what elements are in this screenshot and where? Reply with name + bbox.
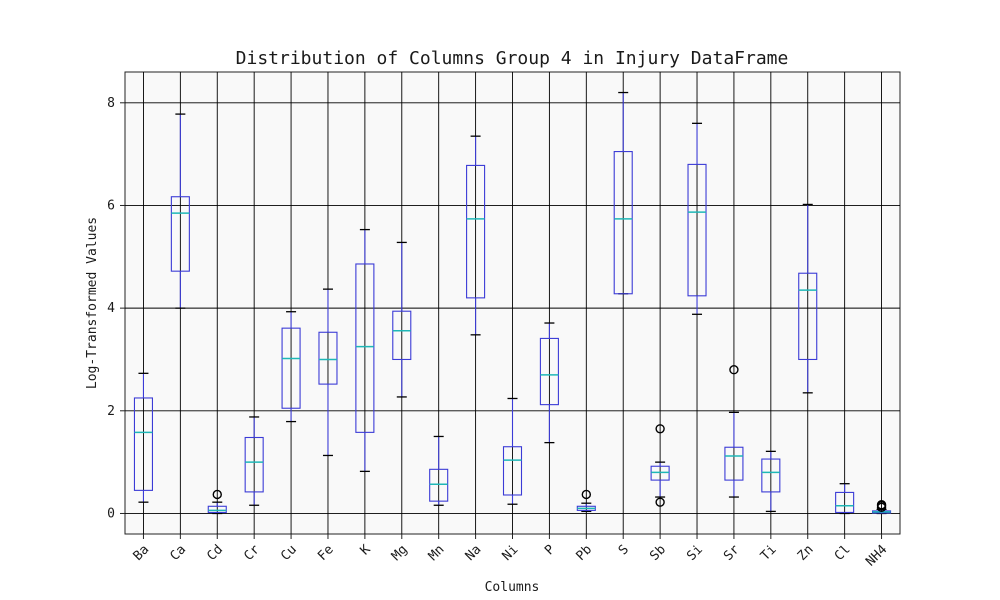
box-ti bbox=[761, 450, 781, 513]
iqr-box-cu bbox=[281, 327, 301, 409]
iqr-box-si bbox=[687, 163, 707, 297]
x-tick-label-ca: Ca bbox=[168, 542, 190, 564]
iqr-box-sb bbox=[650, 465, 670, 481]
box-cu bbox=[281, 311, 301, 423]
x-tick-label-ti: Ti bbox=[758, 542, 780, 564]
box-pb bbox=[576, 489, 596, 513]
iqr-box-s bbox=[613, 151, 633, 295]
box-p bbox=[539, 322, 559, 444]
box-zn bbox=[798, 203, 818, 394]
box-ba bbox=[133, 372, 154, 503]
iqr-box-k bbox=[355, 263, 375, 433]
box-cr bbox=[244, 416, 264, 506]
box-sr bbox=[724, 365, 744, 498]
iqr-box-ti bbox=[761, 458, 781, 493]
iqr-box-ba bbox=[133, 397, 154, 491]
box-ni bbox=[502, 397, 523, 505]
boxes bbox=[133, 91, 892, 515]
x-tick-label-mn: Mn bbox=[426, 542, 448, 564]
box-k bbox=[355, 228, 375, 473]
y-tick-label: 8 bbox=[107, 96, 115, 111]
box-na bbox=[466, 135, 486, 336]
x-tick-label-sb: Sb bbox=[647, 542, 669, 564]
x-tick-label-na: Na bbox=[463, 542, 485, 564]
iqr-box-mn bbox=[429, 468, 449, 502]
box-nh4 bbox=[871, 500, 892, 515]
x-tick-label-s: S bbox=[616, 542, 632, 558]
outlier-point-sb bbox=[655, 497, 665, 507]
x-tick-label-si: Si bbox=[684, 542, 706, 564]
iqr-box-ni bbox=[502, 446, 523, 496]
x-axis: Ba Ca Cd Cr Cu Fe K Mg Mn Na Ni P Pb S Sb Si Sr Ti Zn Cl NH4 bbox=[131, 534, 890, 569]
box-fe bbox=[318, 288, 338, 457]
iqr-box-cr bbox=[244, 436, 264, 493]
x-tick-label-sr: Sr bbox=[721, 542, 743, 564]
box-si bbox=[687, 122, 707, 315]
y-tick-label: 0 bbox=[107, 506, 115, 521]
iqr-box-zn bbox=[798, 272, 818, 361]
iqr-box-mg bbox=[392, 310, 412, 361]
box-mg bbox=[392, 241, 412, 398]
x-tick-label-k: K bbox=[358, 542, 374, 558]
box-cd bbox=[207, 489, 227, 515]
iqr-box-na bbox=[466, 164, 486, 299]
x-tick-label-mg: Mg bbox=[389, 542, 411, 564]
x-tick-label-zn: Zn bbox=[795, 542, 817, 564]
x-tick-label-fe: Fe bbox=[315, 542, 337, 564]
iqr-box-cl bbox=[835, 491, 855, 513]
x-tick-label-cu: Cu bbox=[278, 542, 300, 564]
box-mn bbox=[429, 435, 449, 506]
x-tick-label-nh4: NH4 bbox=[863, 542, 890, 569]
chart-title: Distribution of Columns Group 4 in Injur… bbox=[236, 48, 789, 69]
x-tick-label-pb: Pb bbox=[573, 542, 595, 564]
x-tick-label-ba: Ba bbox=[131, 542, 153, 564]
y-tick-label: 2 bbox=[107, 404, 115, 419]
iqr-box-fe bbox=[318, 331, 338, 385]
y-tick-label: 6 bbox=[107, 198, 115, 213]
x-tick-label-ni: Ni bbox=[500, 542, 522, 564]
y-axis-label: Log-Transformed Values bbox=[85, 217, 100, 389]
box-s bbox=[613, 91, 633, 295]
box-cl bbox=[835, 483, 855, 515]
x-axis-label: Columns bbox=[485, 580, 540, 595]
iqr-box-sr bbox=[724, 446, 744, 481]
outlier-point-pb bbox=[581, 489, 592, 500]
box-sb bbox=[650, 424, 670, 507]
outlier-point-nh4 bbox=[876, 500, 887, 510]
x-tick-label-cr: Cr bbox=[241, 542, 263, 564]
x-tick-label-cd: Cd bbox=[204, 542, 226, 564]
x-tick-label-p: P bbox=[542, 542, 558, 558]
y-axis: 0 2 4 6 8 bbox=[107, 96, 125, 521]
outlier-point-cd bbox=[212, 489, 222, 500]
outlier-point-sb bbox=[655, 424, 665, 434]
x-tick-label-cl: Cl bbox=[832, 542, 854, 564]
iqr-box-cd bbox=[207, 505, 227, 513]
iqr-box-p bbox=[539, 337, 559, 406]
iqr-box-ca bbox=[170, 196, 190, 272]
box-ca bbox=[170, 113, 190, 309]
outlier-point-sr bbox=[729, 365, 739, 375]
y-tick-label: 4 bbox=[107, 301, 115, 316]
